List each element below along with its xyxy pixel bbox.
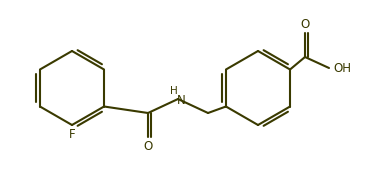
Text: O: O bbox=[300, 18, 309, 32]
Text: H: H bbox=[170, 86, 178, 96]
Text: O: O bbox=[144, 140, 153, 152]
Text: OH: OH bbox=[333, 61, 351, 74]
Text: F: F bbox=[69, 128, 75, 142]
Text: N: N bbox=[177, 93, 185, 106]
